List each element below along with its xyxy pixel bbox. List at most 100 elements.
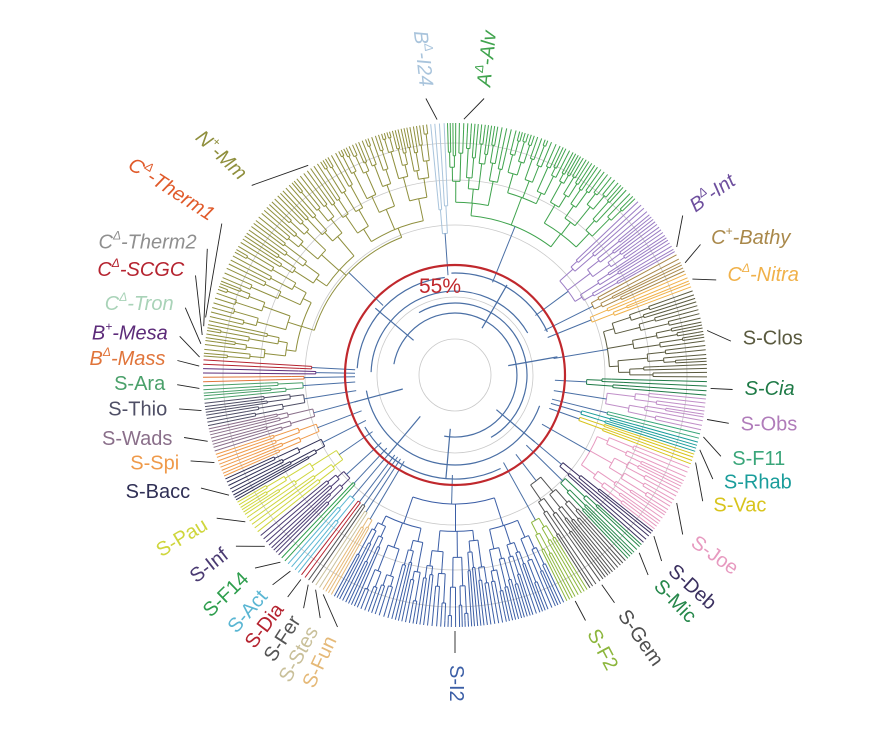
leaf-branch (205, 400, 268, 410)
clade-label: S-Clos (743, 328, 803, 350)
internal-branch (306, 218, 323, 236)
leader-line (195, 275, 203, 336)
leaf-branch (681, 345, 706, 349)
leader-line (203, 248, 208, 327)
leaf-branch (343, 148, 349, 158)
internal-branch (600, 297, 613, 304)
leaf-branch (213, 302, 226, 307)
internal-branch (585, 220, 595, 231)
internal-branch (581, 175, 593, 191)
leaf-branch (244, 490, 280, 515)
internal-branch (620, 477, 647, 495)
internal-branch (385, 586, 393, 611)
internal-branch (583, 294, 594, 301)
branch-arc (335, 474, 340, 480)
clade-label: BΔ-I24 (409, 29, 440, 87)
internal-branch (269, 419, 281, 424)
leaf-branch (205, 402, 268, 413)
leaf-branch (330, 552, 356, 595)
branch-arc (326, 255, 355, 287)
leaf-branch (378, 597, 386, 616)
internal-branch (575, 232, 590, 248)
leaf-branch (581, 529, 616, 571)
internal-branch (343, 191, 357, 212)
internal-branch (590, 309, 608, 318)
branch-arc (553, 166, 557, 169)
internal-branch (354, 150, 358, 156)
leaf-branch (258, 216, 279, 234)
branch-arc (423, 577, 427, 579)
branch-arc (254, 413, 257, 416)
leaf-branch (533, 136, 539, 150)
leaf-branch (248, 229, 277, 250)
internal-branch (660, 343, 682, 348)
internal-branch (267, 384, 279, 387)
clade-s-rhab (580, 410, 699, 452)
internal-branch (272, 261, 281, 268)
internal-branch (586, 193, 596, 205)
branch-arc (540, 570, 543, 573)
branch-arc (277, 489, 281, 492)
internal-branch (264, 382, 278, 384)
clade-s-mic (560, 478, 642, 559)
internal-branch (648, 296, 677, 307)
leaf-branch (538, 138, 543, 147)
internal-branch (436, 573, 439, 587)
internal-branch (614, 305, 641, 316)
branch-arc (642, 314, 645, 318)
branch-arc (491, 580, 495, 583)
internal-branch (248, 415, 278, 424)
internal-branch (535, 547, 545, 565)
branch-arc (541, 525, 547, 529)
internal-branch (561, 163, 568, 174)
leaf-branch (690, 321, 702, 325)
internal-branch (330, 218, 343, 234)
branch-arc (261, 302, 266, 312)
internal-branch (647, 359, 664, 362)
leaf-branch (550, 517, 597, 585)
internal-branch (301, 222, 310, 230)
internal-branch (578, 420, 604, 430)
branch-arc (607, 272, 610, 276)
internal-branch (222, 300, 236, 305)
branch-arc (580, 410, 583, 415)
clade-b-i24 (430, 123, 449, 235)
stem-branch (302, 381, 356, 387)
clade-s-thio (204, 394, 306, 427)
leaf-branch (629, 385, 707, 392)
internal-branch (571, 520, 584, 535)
leaf-branch (597, 504, 642, 545)
branch-arc (642, 482, 646, 487)
leader-line (251, 164, 309, 186)
internal-branch (578, 477, 602, 497)
internal-branch (227, 412, 256, 419)
stem-branch (353, 447, 388, 484)
internal-branch (247, 277, 265, 287)
clade-label: B+-Mesa (92, 320, 168, 345)
leaf-branch (627, 283, 690, 309)
leaf-branch (339, 560, 360, 600)
leaf-branch (431, 594, 436, 627)
internal-branch (549, 181, 562, 203)
internal-branch (231, 337, 249, 342)
leader-line (601, 584, 615, 603)
leaf-branch (440, 612, 442, 627)
branch-arc (522, 140, 526, 143)
leaf-branch (212, 434, 245, 445)
clade-label: S-F2 (582, 626, 622, 675)
internal-branch (405, 562, 413, 587)
branch-arc (426, 565, 433, 567)
internal-branch (643, 307, 666, 316)
branch-arc (626, 305, 628, 309)
leaf-branch (378, 134, 381, 141)
leaf-branch (523, 132, 526, 139)
branch-arc (606, 437, 610, 445)
leaf-branch (426, 124, 428, 131)
leaf-branch (614, 207, 645, 235)
branch-arc (655, 400, 658, 405)
branch-arc (455, 201, 489, 206)
internal-branch (620, 292, 631, 298)
internal-branch (543, 175, 554, 195)
leaf-branch (277, 195, 294, 212)
internal-branch (491, 132, 495, 146)
